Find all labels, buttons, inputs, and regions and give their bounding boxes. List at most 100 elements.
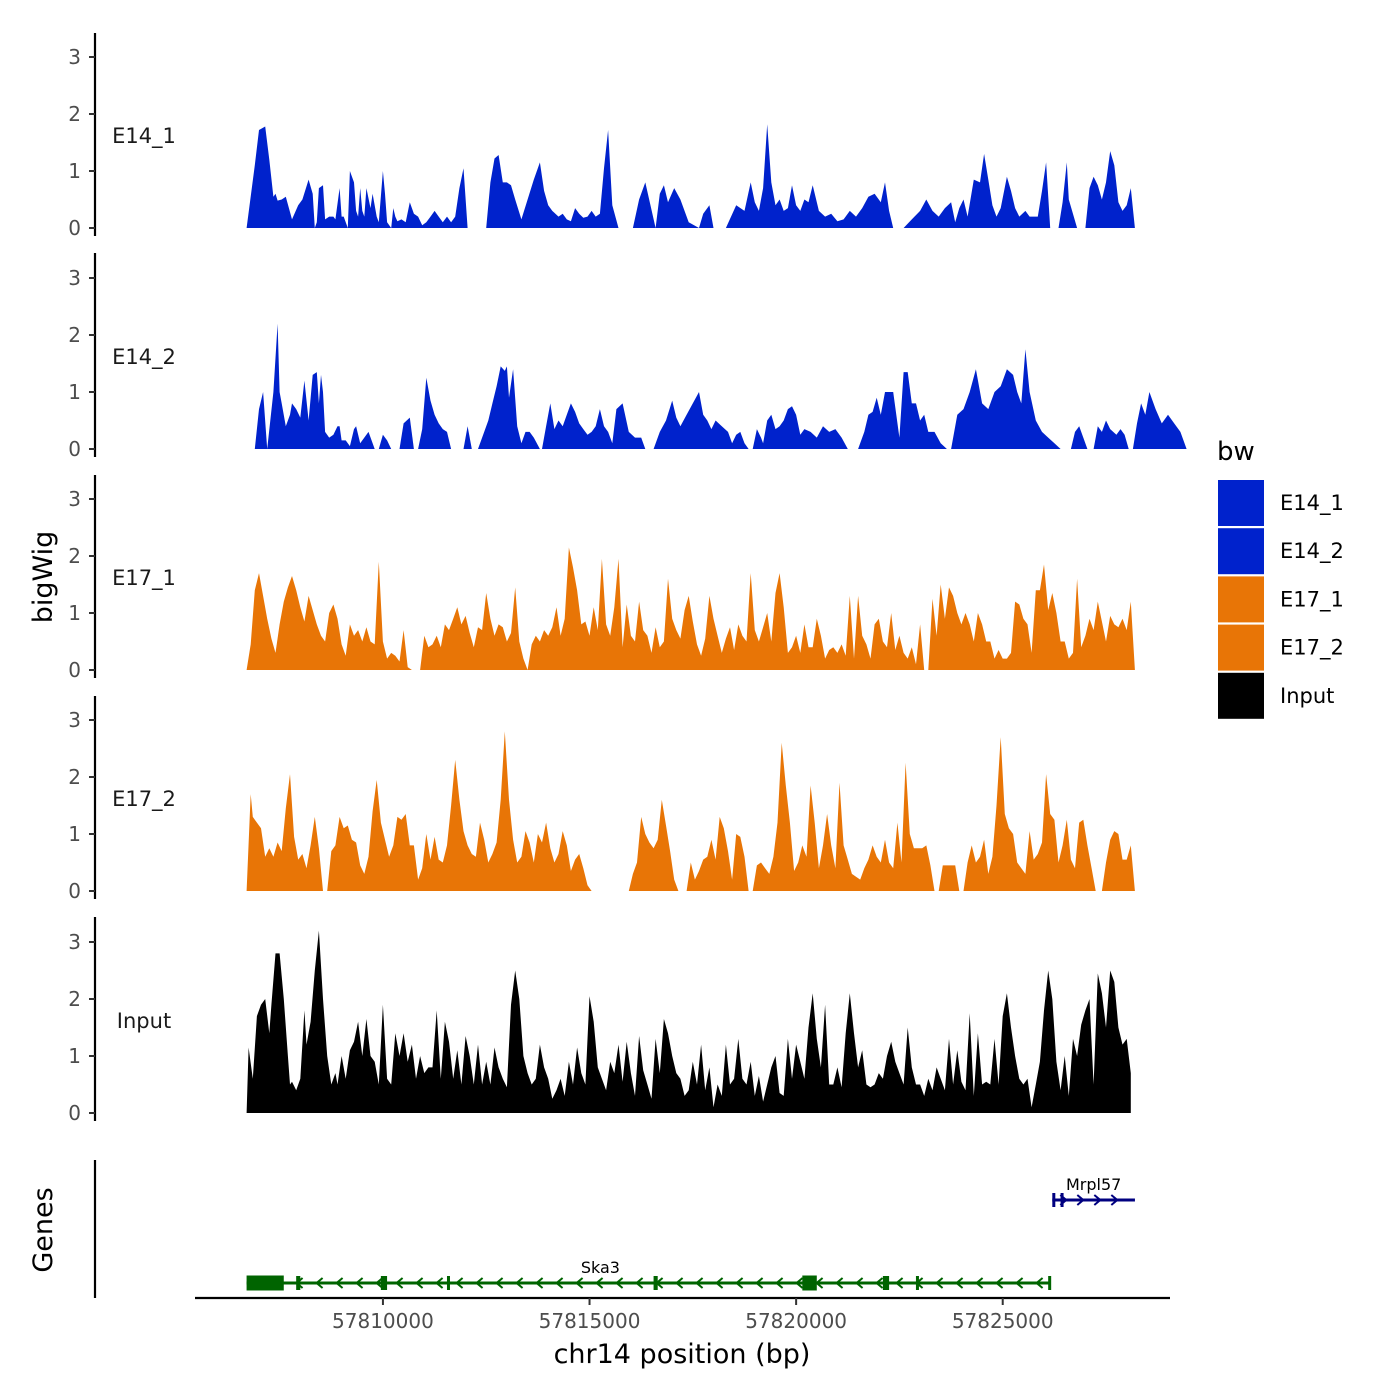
coverage-area-E14_2-10 (951, 349, 1061, 449)
y-tick-label: 0 (68, 879, 81, 903)
strand-arrow (555, 1277, 564, 1289)
coverage-area-E17_2-5 (938, 865, 960, 891)
track-Input: 0 1 2 3 Input (68, 917, 1131, 1125)
legend-label: E17_1 (1280, 587, 1344, 612)
coverage-area-E17_2-3 (686, 816, 749, 891)
strand-arrow (415, 1277, 424, 1289)
strand-arrow (735, 1277, 744, 1289)
coverage-area-E14_1-1 (486, 130, 619, 228)
strand-arrow (315, 1277, 324, 1289)
coverage-area-E17_2-6 (963, 737, 1096, 891)
strand-arrow (675, 1277, 684, 1289)
legend: bw E14_1 E14_2 E17_1 E17_2 Input (1217, 437, 1344, 719)
strand-arrow (835, 1277, 844, 1289)
strand-arrow (795, 1277, 804, 1289)
coverage-area-E14_2-11 (1070, 426, 1088, 449)
legend-title: bw (1217, 437, 1255, 467)
strand-arrow (875, 1277, 884, 1289)
exon (296, 1276, 301, 1290)
coverage-area-E14_1-5 (1058, 162, 1078, 228)
coverage-area-E14_2-1 (378, 434, 392, 449)
coverage-area-Input-0 (246, 930, 1131, 1113)
genes-axis-title: Genes (28, 1187, 59, 1272)
gene-label: Ska3 (581, 1258, 620, 1277)
coverage-area-E17_2-0 (246, 774, 323, 891)
track-E17_2: 0 1 2 3 E17_2 (68, 696, 1135, 903)
coverage-area-E14_1-3 (725, 124, 894, 228)
strand-arrow (975, 1277, 984, 1289)
coverage-area-E14_2-9 (858, 372, 947, 449)
coverage-area-E14_2-3 (418, 377, 452, 449)
legend-swatch-Input (1218, 672, 1264, 719)
exon (915, 1276, 919, 1290)
coverage-area-E17_1-2 (928, 564, 1135, 670)
strand-arrow (595, 1277, 604, 1289)
strand-arrow (1093, 1194, 1102, 1206)
strand-arrow (1110, 1194, 1119, 1206)
y-tick-label: 0 (68, 437, 81, 461)
x-axis-title: chr14 position (bp) (554, 1339, 811, 1370)
strand-arrow (635, 1277, 644, 1289)
strand-arrow (435, 1277, 444, 1289)
legend-swatch-E17_1 (1218, 576, 1264, 623)
x-tick-label: 57810000 (332, 1309, 434, 1333)
strand-arrow (755, 1277, 764, 1289)
track-label: E17_2 (112, 787, 176, 812)
coverage-area-E14_1-0 (246, 126, 468, 228)
strand-arrow (615, 1277, 624, 1289)
coverage-area-E17_2-4 (752, 742, 935, 891)
y-tick-label: 1 (68, 601, 81, 625)
strand-arrow (695, 1277, 704, 1289)
coverage-area-E14_2-13 (1132, 392, 1187, 449)
gene-Ska3: Ska3 (246, 1258, 1052, 1291)
strand-arrow (715, 1277, 724, 1289)
gene-track: Ska3 Mrpl57 (93, 1160, 1135, 1298)
gene-Mrpl57: Mrpl57 (1052, 1175, 1135, 1207)
coverage-area-E14_2-2 (399, 417, 414, 449)
y-tick-label: 0 (68, 216, 81, 240)
x-tick-label: 57825000 (952, 1309, 1054, 1333)
y-tick-label: 3 (68, 708, 81, 732)
exon (1060, 1193, 1064, 1207)
coverage-area-E14_1-4 (903, 153, 1051, 228)
track-E14_2: 0 1 2 3 E14_2 (68, 253, 1187, 461)
exon (802, 1275, 817, 1291)
strand-arrow (775, 1277, 784, 1289)
coverage-area-E14_2-6 (542, 403, 646, 449)
legend-swatch-E17_2 (1218, 624, 1264, 671)
gene-label: Mrpl57 (1066, 1175, 1121, 1194)
track-E17_1: 0 1 2 3 E17_1 (68, 475, 1135, 682)
y-tick-label: 3 (68, 266, 81, 290)
y-tick-label: 3 (68, 487, 81, 511)
exon (882, 1276, 890, 1290)
strand-arrow (335, 1277, 344, 1289)
legend-label: Input (1280, 684, 1334, 708)
strand-arrow (375, 1277, 384, 1289)
y-tick-label: 0 (68, 1101, 81, 1125)
exon (446, 1276, 450, 1290)
coverage-area-E17_2-1 (327, 731, 592, 891)
coverage-area-E17_2-2 (628, 799, 679, 891)
exon (1052, 1193, 1056, 1207)
coverage-area-E14_2-4 (463, 426, 472, 449)
strand-arrow (535, 1277, 544, 1289)
strand-arrow (395, 1277, 404, 1289)
strand-arrow (995, 1277, 1004, 1289)
strand-arrow (1015, 1277, 1024, 1289)
coverage-area-E14_2-12 (1093, 420, 1129, 449)
coverage-area-E14_1-6 (1085, 151, 1135, 228)
strand-arrow (955, 1277, 964, 1289)
y-tick-label: 0 (68, 658, 81, 682)
y-tick-label: 3 (68, 45, 81, 69)
legend-label: E14_2 (1280, 539, 1344, 564)
strand-arrow (575, 1277, 584, 1289)
track-label: E17_1 (112, 566, 176, 591)
x-axis: 57810000 57815000 57820000 57825000 (195, 1296, 1170, 1333)
coverage-tracks: 0 1 2 3 E14_1 0 1 2 3 E14_2 0 1 2 3 E17_1 0 1 2 3 E17_2 0 1 2 3… (68, 33, 1187, 1125)
coverage-area-E17_1-0 (246, 561, 412, 670)
track-label: E14_2 (112, 345, 176, 370)
y-tick-label: 1 (68, 822, 81, 846)
y-axis-title: bigWig (28, 531, 59, 624)
x-tick-label: 57815000 (539, 1309, 641, 1333)
coverage-area-E14_2-5 (478, 366, 540, 449)
